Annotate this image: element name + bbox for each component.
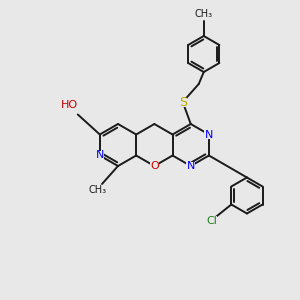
- FancyBboxPatch shape: [63, 102, 77, 111]
- Text: N: N: [96, 151, 104, 160]
- Text: CH₃: CH₃: [195, 9, 213, 19]
- Text: N: N: [205, 130, 213, 140]
- FancyBboxPatch shape: [205, 216, 217, 225]
- Text: N: N: [187, 161, 195, 171]
- FancyBboxPatch shape: [204, 130, 213, 139]
- FancyBboxPatch shape: [150, 161, 159, 170]
- FancyBboxPatch shape: [186, 161, 195, 170]
- Text: HO: HO: [61, 100, 78, 110]
- Text: O: O: [150, 161, 159, 171]
- Text: Cl: Cl: [206, 215, 217, 226]
- Text: CH₃: CH₃: [89, 185, 107, 195]
- Text: S: S: [179, 95, 187, 109]
- FancyBboxPatch shape: [95, 151, 104, 160]
- FancyBboxPatch shape: [178, 98, 187, 106]
